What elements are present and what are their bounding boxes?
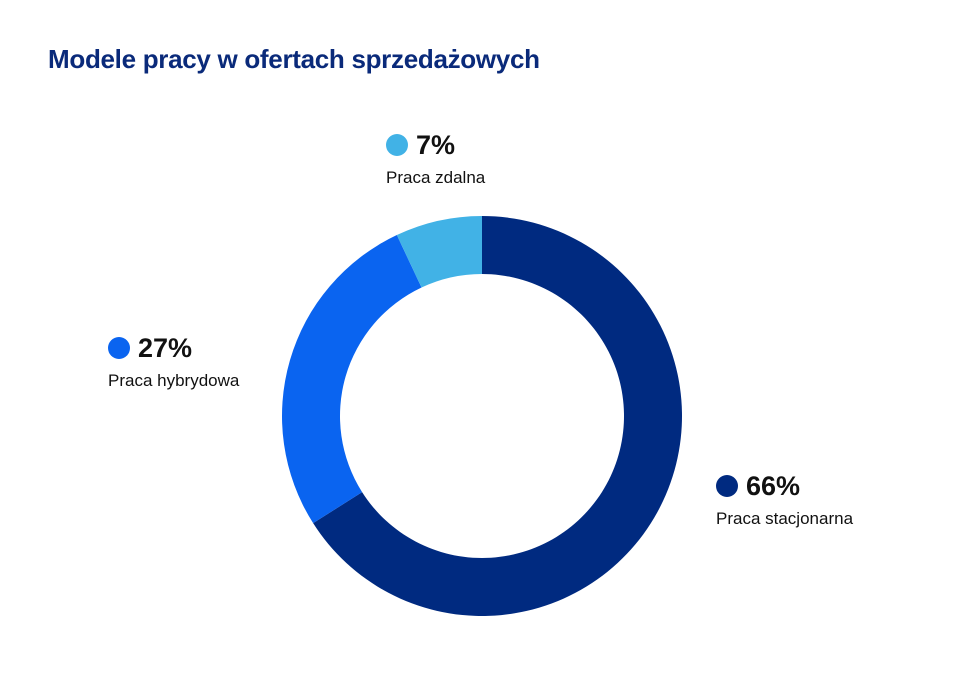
legend-item-praca-stacjonarna: 66% Praca stacjonarna [716, 471, 853, 529]
legend-label: Praca stacjonarna [716, 509, 854, 528]
donut-slice-praca-zdalna [396, 216, 482, 288]
legend-value: 66% [746, 471, 801, 501]
legend-label: Praca zdalna [386, 168, 486, 187]
legend-value: 27% [138, 333, 193, 363]
chart-title: Modele pracy w ofertach sprzedażowych [48, 44, 540, 74]
legend-value: 7% [416, 130, 456, 160]
legend-item-praca-hybrydowa: 27% Praca hybrydowa [108, 333, 239, 391]
donut-slice-praca-hybrydowa [282, 235, 422, 524]
legend-dot [108, 337, 130, 359]
legend-item-praca-zdalna: 7% Praca zdalna [386, 130, 485, 188]
legend-label: Praca hybrydowa [108, 371, 240, 390]
legend-dot [716, 475, 738, 497]
donut-slice-praca-stacjonarna [313, 216, 683, 616]
legend-dot [386, 134, 408, 156]
